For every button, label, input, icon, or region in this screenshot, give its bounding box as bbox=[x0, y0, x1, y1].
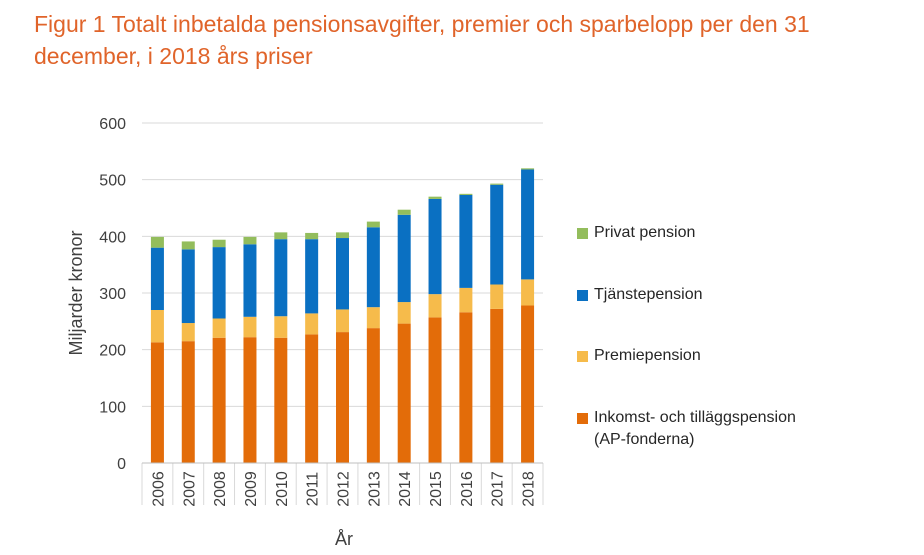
bar-privat-2012 bbox=[336, 232, 349, 239]
bar-privat-2018 bbox=[521, 168, 535, 170]
bar-premie-2017 bbox=[490, 284, 504, 309]
legend-swatch-premie bbox=[577, 351, 588, 362]
x-tick-label-2007: 2007 bbox=[181, 471, 198, 507]
legend-item-inkomst: Inkomst- och tilläggspension (AP-fondern… bbox=[577, 407, 874, 451]
bar-privat-2015 bbox=[428, 196, 442, 199]
y-tick-label: 0 bbox=[117, 456, 126, 473]
chart-title: Figur 1 Totalt inbetalda pensionsavgifte… bbox=[34, 11, 810, 69]
y-axis-label: Miljarder kronor bbox=[66, 230, 86, 355]
bar-privat-2009 bbox=[243, 236, 257, 245]
bar-tjanste-2008 bbox=[212, 247, 226, 319]
x-tick-label-2009: 2009 bbox=[243, 471, 260, 507]
bar-tjanste-2011 bbox=[305, 239, 319, 314]
y-tick-label: 200 bbox=[99, 343, 126, 360]
y-tick-label: 600 bbox=[99, 116, 126, 133]
x-tick-label-2018: 2018 bbox=[521, 471, 538, 507]
y-tick-label: 400 bbox=[99, 229, 126, 246]
bar-premie-2009 bbox=[243, 316, 257, 338]
bar-inkomst-2015 bbox=[428, 317, 442, 463]
y-tick-label: 500 bbox=[99, 173, 126, 190]
x-tick-label-2011: 2011 bbox=[305, 472, 322, 507]
x-tick-label-2013: 2013 bbox=[366, 471, 383, 507]
bar-premie-2010 bbox=[274, 316, 288, 338]
bar-privat-2013 bbox=[366, 221, 380, 228]
x-tick-label-2012: 2012 bbox=[336, 471, 353, 507]
bar-premie-2012 bbox=[336, 309, 349, 333]
bar-privat-2014 bbox=[397, 209, 411, 215]
bar-tjanste-2012 bbox=[336, 238, 349, 310]
legend-item-privat: Privat pension bbox=[577, 222, 874, 244]
bar-inkomst-2017 bbox=[490, 308, 504, 463]
bar-tjanste-2013 bbox=[366, 227, 380, 308]
bar-inkomst-2016 bbox=[459, 312, 473, 463]
bar-tjanste-2017 bbox=[490, 184, 504, 285]
legend-label-inkomst: Inkomst- och tilläggspension (AP-fondern… bbox=[594, 409, 796, 448]
bar-tjanste-2010 bbox=[274, 239, 288, 317]
bar-tjanste-2006 bbox=[150, 247, 164, 310]
bar-tjanste-2014 bbox=[397, 214, 411, 303]
bar-premie-2018 bbox=[521, 279, 535, 306]
x-axis-label: År bbox=[335, 529, 353, 549]
legend-item-tjanste: Tjänstepension bbox=[577, 284, 874, 306]
bar-inkomst-2014 bbox=[397, 323, 411, 463]
bar-privat-2011 bbox=[305, 232, 319, 240]
legend-label-privat: Privat pension bbox=[594, 224, 696, 241]
bar-premie-2008 bbox=[212, 318, 226, 338]
legend-label-premie: Premiepension bbox=[594, 347, 701, 364]
bar-inkomst-2010 bbox=[274, 337, 288, 463]
x-tick-label-2006: 2006 bbox=[150, 471, 167, 507]
bar-premie-2006 bbox=[150, 310, 164, 343]
x-tick-label-2016: 2016 bbox=[459, 471, 476, 507]
bar-tjanste-2015 bbox=[428, 198, 442, 295]
bar-inkomst-2013 bbox=[366, 328, 380, 463]
y-tick-label: 300 bbox=[99, 286, 126, 303]
bar-premie-2013 bbox=[366, 307, 380, 329]
bar-privat-2007 bbox=[181, 241, 195, 250]
x-tick-label-2008: 2008 bbox=[212, 471, 229, 507]
legend-swatch-privat bbox=[577, 228, 588, 239]
x-tick-label-2010: 2010 bbox=[274, 471, 291, 507]
bar-privat-2017 bbox=[490, 183, 504, 185]
bar-premie-2007 bbox=[181, 323, 195, 342]
bar-tjanste-2009 bbox=[243, 244, 257, 317]
bar-privat-2006 bbox=[150, 236, 164, 248]
x-tick-label-2017: 2017 bbox=[490, 471, 507, 507]
bar-inkomst-2008 bbox=[212, 337, 226, 463]
legend-item-premie: Premiepension bbox=[577, 345, 874, 367]
bar-premie-2011 bbox=[305, 313, 319, 335]
bar-premie-2015 bbox=[428, 294, 442, 318]
bar-inkomst-2011 bbox=[305, 334, 319, 463]
bar-privat-2016 bbox=[459, 193, 473, 195]
y-tick-label: 100 bbox=[99, 399, 126, 416]
bar-premie-2016 bbox=[459, 287, 473, 313]
bar-premie-2014 bbox=[397, 302, 411, 324]
bar-inkomst-2018 bbox=[521, 305, 535, 463]
legend-swatch-inkomst bbox=[577, 413, 588, 424]
x-tick-label-2015: 2015 bbox=[428, 471, 445, 507]
bar-inkomst-2007 bbox=[181, 341, 195, 463]
bar-inkomst-2009 bbox=[243, 337, 257, 463]
bar-tjanste-2007 bbox=[181, 249, 195, 324]
legend-label-tjanste: Tjänstepension bbox=[594, 286, 703, 303]
bar-tjanste-2016 bbox=[459, 194, 473, 288]
bar-tjanste-2018 bbox=[521, 169, 535, 280]
bar-inkomst-2006 bbox=[150, 342, 164, 463]
bar-inkomst-2012 bbox=[336, 332, 349, 463]
bar-privat-2010 bbox=[274, 232, 288, 240]
bar-privat-2008 bbox=[212, 239, 226, 248]
x-tick-label-2014: 2014 bbox=[397, 471, 414, 507]
legend-swatch-tjanste bbox=[577, 290, 588, 301]
